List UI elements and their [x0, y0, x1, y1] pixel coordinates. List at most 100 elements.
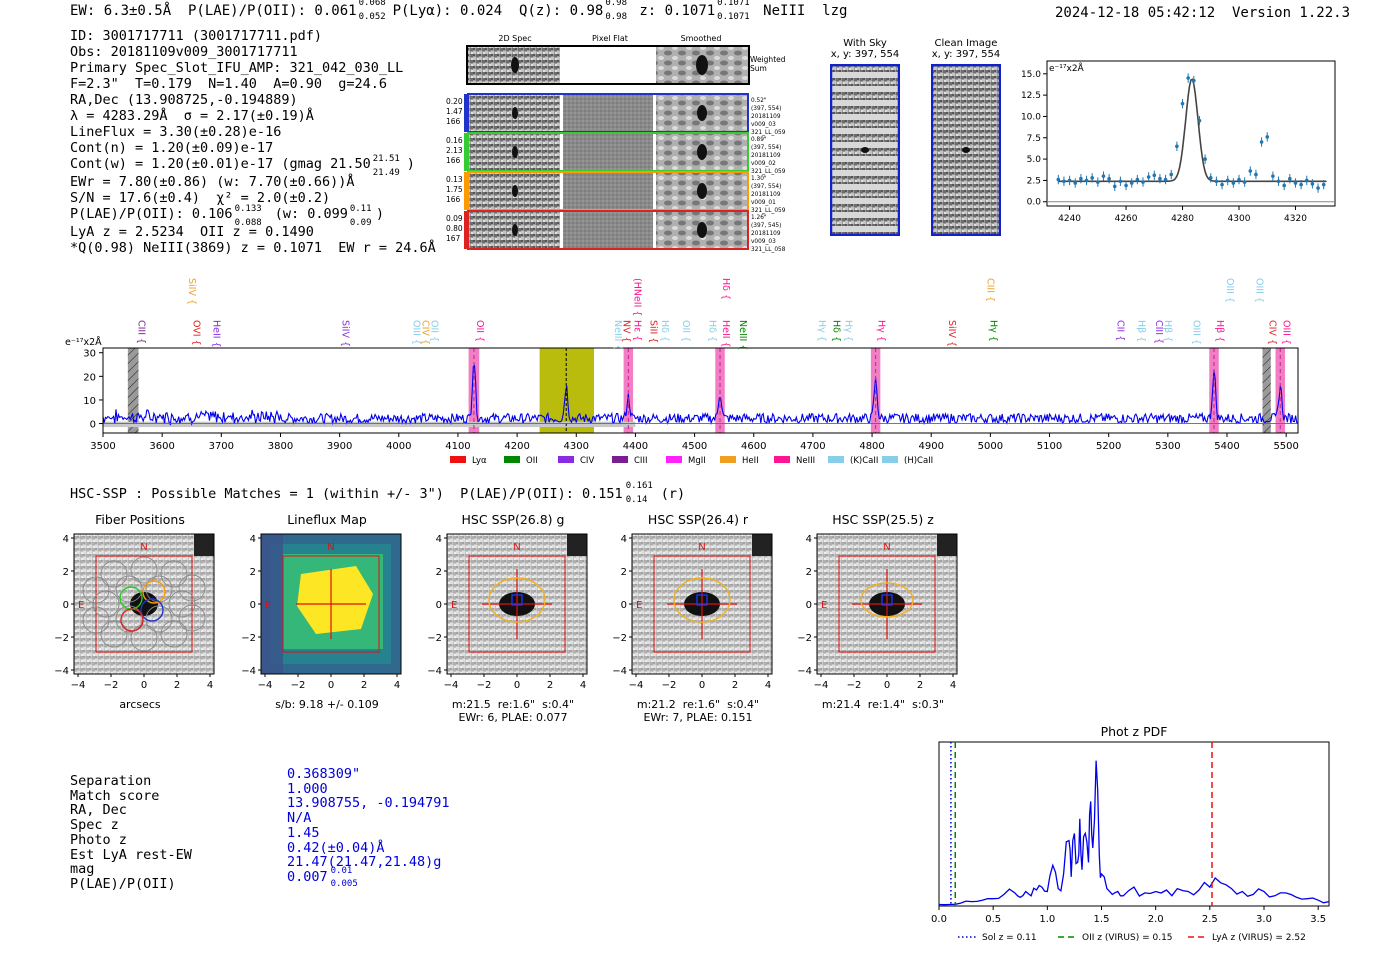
line-fit-ytick: 7.5 — [1027, 134, 1041, 144]
line-fit-point — [1186, 76, 1190, 80]
photz-legend-label: OII z (VIRUS) = 0.15 — [1082, 933, 1173, 943]
line-fit-point — [1146, 175, 1151, 179]
spectrum-line-label: CIII { — [984, 278, 995, 302]
line-fit-point — [1062, 179, 1066, 184]
info-sn-chi2: S/N = 17.6(±0.4) χ² = 2.0(±0.2) — [70, 190, 331, 206]
cutout-row-right-label: 1.26" — [751, 215, 767, 221]
legend-label: (K)CaII — [850, 456, 878, 465]
spectrum-line-label: CIII { — [136, 320, 147, 344]
line-fit-point — [1304, 178, 1309, 183]
panel-xtick: 0 — [141, 680, 147, 691]
info-best-z: *Q(0.98) NeIII(3869) z = 0.1071 EW r = 2… — [70, 240, 436, 256]
spectrum-band-hatch — [1262, 348, 1271, 433]
panel-xtick: 2 — [917, 680, 923, 691]
cutout-row-right-label: 20181109 — [751, 231, 781, 237]
legend-swatch — [450, 456, 466, 463]
image-panel-title: HSC SSP(26.8) g — [461, 512, 565, 527]
panel-ytick: −2 — [427, 633, 442, 644]
line-fit-point — [1293, 181, 1298, 185]
header-plae-err: 0.068 0.052 — [358, 0, 386, 22]
fiber-circle — [160, 560, 188, 588]
spectrum-line-label: Hδ { — [706, 320, 717, 342]
panel-xtick: −4 — [444, 680, 459, 691]
cutout-row-left-label: 166 — [446, 195, 461, 204]
header-q: Q(z): 0.98 — [519, 3, 604, 19]
cutout-row-left-label: 1.75 — [446, 185, 463, 194]
clean-image-header: Clean Image x, y: 397, 554 — [931, 38, 1001, 60]
info-lineflux: LineFlux = 3.30(±0.28)e-16 — [70, 124, 282, 140]
spectrum-line-label: OII { — [428, 320, 439, 342]
legend-label: MgII — [688, 456, 706, 465]
fiber-circle — [168, 590, 196, 618]
spectrum-line-label: CII { — [1115, 320, 1126, 341]
legend-label: HeII — [742, 456, 759, 465]
spectrum-line-label: SiIV { — [946, 320, 957, 347]
line-fit-xtick: 4300 — [1228, 214, 1251, 224]
image-panel-caption: m:21.4 re:1.4" s:0.3" — [821, 698, 945, 711]
line-fit-plot: 0.0 2.5 5.0 7.5 10.0 12.5 15.0 4240 4260 4280 4300… — [1021, 60, 1336, 224]
line-fit-point — [1259, 140, 1264, 144]
line-fit-point — [1265, 135, 1270, 139]
header-plya: P(Lyα): 0.024 — [392, 3, 503, 19]
match-value: 1.45 — [287, 824, 320, 841]
line-fit-point — [1276, 179, 1281, 184]
spectrum-line-label: CIII { — [1153, 320, 1164, 344]
weighted-sum-label: Weighted Sum — [750, 55, 786, 73]
panel-ytick: 4 — [436, 534, 442, 545]
east-marker: E — [265, 600, 271, 611]
info-radec: RA,Dec (13.908725,-0.194889) — [70, 92, 298, 108]
cutout-row-right-label: 20181109 — [751, 114, 781, 120]
panel-xtick: −4 — [258, 680, 273, 691]
north-marker: N — [698, 542, 705, 553]
position-marker — [696, 594, 708, 606]
fiber-circle — [82, 606, 110, 634]
legend-swatch — [612, 456, 628, 463]
galaxy-ellipse — [860, 582, 914, 618]
timestamp-version: 2024-12-18 05:42:12 Version 1.22.3 — [1055, 5, 1351, 21]
legend-swatch — [504, 456, 520, 463]
panel-ytick: 4 — [250, 534, 256, 545]
panel-ytick: −4 — [797, 666, 812, 677]
spectrum-line-label: Hγ { — [842, 320, 853, 342]
panel-ytick: −2 — [54, 633, 69, 644]
spectrum-xtick: 4000 — [386, 441, 411, 452]
line-fit-point — [1152, 173, 1157, 178]
panel-ytick: 4 — [806, 534, 812, 545]
spectrum-xtick: 5400 — [1214, 441, 1239, 452]
line-fit-point — [1180, 101, 1185, 106]
photz-xtick: 0.0 — [931, 914, 947, 925]
legend-swatch — [774, 456, 790, 463]
cutout-row-right-label: 20181109 — [751, 153, 781, 159]
match-value: N/A — [287, 810, 312, 827]
spectrum-line-label: Hβ { — [1162, 320, 1173, 342]
line-fit-point — [1141, 180, 1145, 184]
photz-legend-label: LyA z (VIRUS) = 2.52 — [1212, 933, 1306, 943]
line-fit-point — [1208, 176, 1213, 180]
legend-swatch — [882, 456, 898, 463]
panel-ytick: −4 — [427, 666, 442, 677]
cutout-row-right-label: v009_03 — [751, 239, 776, 245]
spectrum-line-label: OIII { — [1280, 320, 1291, 345]
header-line-class: NeIII lzg — [763, 3, 848, 19]
photz-legend-label: Sol z = 0.11 — [982, 933, 1037, 943]
cutout-row-left-label: 167 — [446, 234, 461, 243]
cutout-row-right-label: 321_LL_059 — [751, 130, 786, 136]
spectrum-xtick: 5500 — [1273, 441, 1298, 452]
panel-ytick: −2 — [241, 633, 256, 644]
image-panel-title: HSC SSP(26.4) r — [647, 512, 749, 527]
spectrum-frame — [102, 347, 1299, 434]
spectrum-line-label: Hδ { — [659, 320, 670, 342]
line-fit-point — [1254, 172, 1258, 177]
line-fit-xtick: 4280 — [1171, 214, 1194, 224]
weighted-sum-row — [466, 45, 750, 85]
cutout-row-left-label: 0.09 — [446, 214, 463, 223]
panel-xtick: −4 — [814, 680, 829, 691]
cutout-row-left-label: 166 — [446, 117, 461, 126]
north-marker: N — [513, 542, 520, 553]
spectrum-xtick: 4200 — [504, 441, 529, 452]
